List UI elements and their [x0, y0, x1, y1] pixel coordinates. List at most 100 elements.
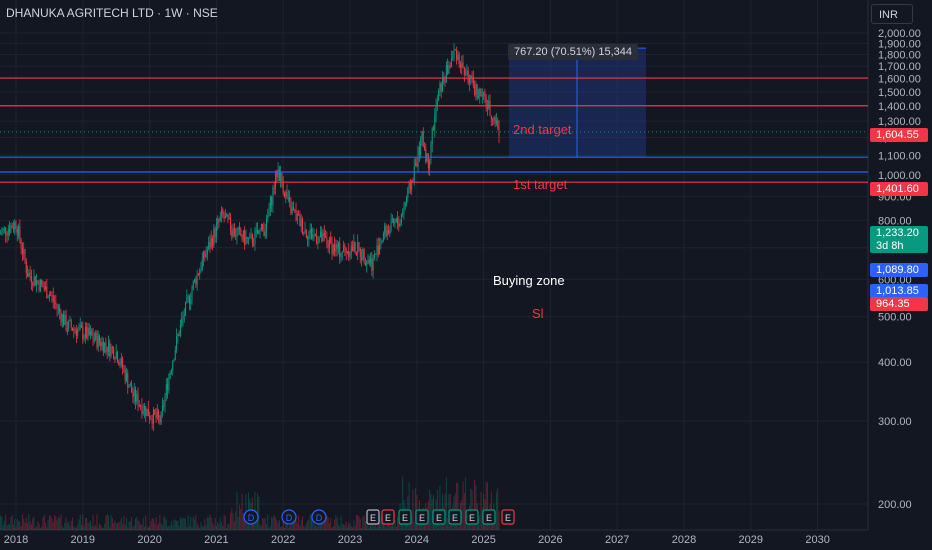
candle-body — [101, 341, 103, 347]
earnings-marker — [432, 509, 446, 525]
volume-bar — [97, 527, 99, 530]
price-tag-first-target[interactable]: 1,401.60 — [870, 182, 928, 196]
currency-button[interactable]: INR — [871, 4, 913, 24]
volume-bar — [164, 517, 166, 530]
candle-body — [151, 419, 153, 424]
current-price-value: 1,233.20 — [876, 227, 919, 239]
volume-bar — [295, 514, 297, 530]
y-tick-label: 1,600.00 — [878, 74, 921, 86]
candle-body — [78, 327, 80, 330]
volume-bar — [276, 520, 278, 530]
volume-bar — [330, 517, 332, 530]
candle-body — [30, 275, 32, 283]
earnings-marker — [501, 509, 515, 525]
volume-bar — [268, 527, 270, 530]
candle-body — [254, 230, 256, 245]
price-tag-stop-loss[interactable]: 964.35 — [870, 297, 928, 311]
volume-bar — [386, 519, 388, 530]
volume-bar — [183, 518, 185, 530]
candle-body — [403, 206, 405, 213]
candle-body — [155, 414, 157, 419]
volume-bar — [127, 527, 129, 530]
y-tick-label: 1,900.00 — [878, 38, 921, 50]
price-tag-buying-zone-bottom[interactable]: 1,013.85 — [870, 284, 928, 298]
candle-body — [7, 229, 9, 235]
price-tag-buying-zone-top[interactable]: 1,089.80 — [870, 263, 928, 277]
event-marker-letter: E — [505, 513, 511, 523]
volume-bar — [125, 517, 127, 530]
volume-bar — [244, 515, 246, 530]
candle-body — [242, 230, 244, 240]
candle-body — [415, 162, 417, 167]
volume-bar — [331, 527, 333, 530]
candle-body — [316, 235, 318, 244]
current-price-tag[interactable]: 1,233.20 3d 8h — [870, 226, 928, 253]
candle-body — [341, 251, 343, 254]
earnings-marker — [482, 509, 496, 525]
price-tag-second-target[interactable]: 1,604.55 — [870, 128, 928, 142]
volume-bar — [375, 521, 377, 530]
candle-body — [321, 231, 323, 242]
volume-bar — [110, 514, 112, 530]
volume-bar — [104, 523, 106, 530]
volume-bar — [299, 525, 301, 530]
volume-bar — [86, 518, 88, 530]
volume-bar — [348, 522, 350, 530]
volume-bar — [210, 517, 212, 530]
volume-bar — [336, 517, 338, 530]
volume-bar — [344, 525, 346, 530]
earnings-marker — [398, 509, 412, 525]
candle-body — [172, 360, 174, 371]
candle-body — [271, 197, 273, 206]
candle-body — [449, 65, 451, 68]
volume-bar — [78, 519, 80, 530]
candle-body — [95, 332, 97, 340]
volume-bar — [159, 515, 161, 530]
candle-body — [407, 187, 409, 198]
candle-body — [398, 223, 400, 227]
candle-body — [335, 244, 337, 252]
x-tick-label: 2019 — [71, 534, 95, 546]
candle-body — [345, 248, 347, 254]
volume-bar — [253, 519, 255, 530]
volume-bar — [19, 521, 21, 530]
dividend-marker — [243, 509, 259, 525]
volume-bar — [283, 527, 285, 530]
candle-body — [179, 324, 181, 336]
candle-body — [357, 242, 359, 254]
dividend-marker — [281, 509, 297, 525]
candle-body — [110, 346, 112, 357]
volume-bar — [359, 518, 361, 530]
candle-body — [42, 283, 44, 288]
volume-bar — [408, 482, 410, 530]
candle-body — [16, 229, 18, 236]
candle-body — [267, 216, 269, 220]
volume-bar — [415, 488, 417, 530]
candle-body — [129, 384, 131, 387]
candle-body — [309, 228, 311, 233]
candle-body — [214, 228, 216, 238]
candle-body — [132, 392, 134, 397]
candle-body — [281, 172, 283, 183]
volume-bar — [3, 521, 5, 530]
symbol-title[interactable]: DHANUKA AGRITECH LTD · 1W · NSE — [6, 6, 218, 20]
volume-bar — [11, 515, 13, 530]
volume-bar — [37, 521, 39, 530]
volume-bar — [222, 525, 224, 530]
candle-body — [456, 49, 458, 61]
volume-bar — [259, 524, 261, 530]
candle-body — [159, 416, 161, 423]
volume-bar — [73, 526, 75, 530]
volume-bar — [82, 514, 84, 530]
volume-bar — [391, 522, 393, 530]
x-tick-label: 2029 — [739, 534, 763, 546]
volume-bar — [201, 525, 203, 530]
candle-body — [136, 393, 138, 402]
volume-bar — [179, 516, 181, 530]
volume-bar — [0, 515, 2, 530]
candle-body — [24, 249, 26, 262]
y-tick-label: 2,000.00 — [878, 28, 921, 40]
volume-bar — [59, 517, 61, 530]
